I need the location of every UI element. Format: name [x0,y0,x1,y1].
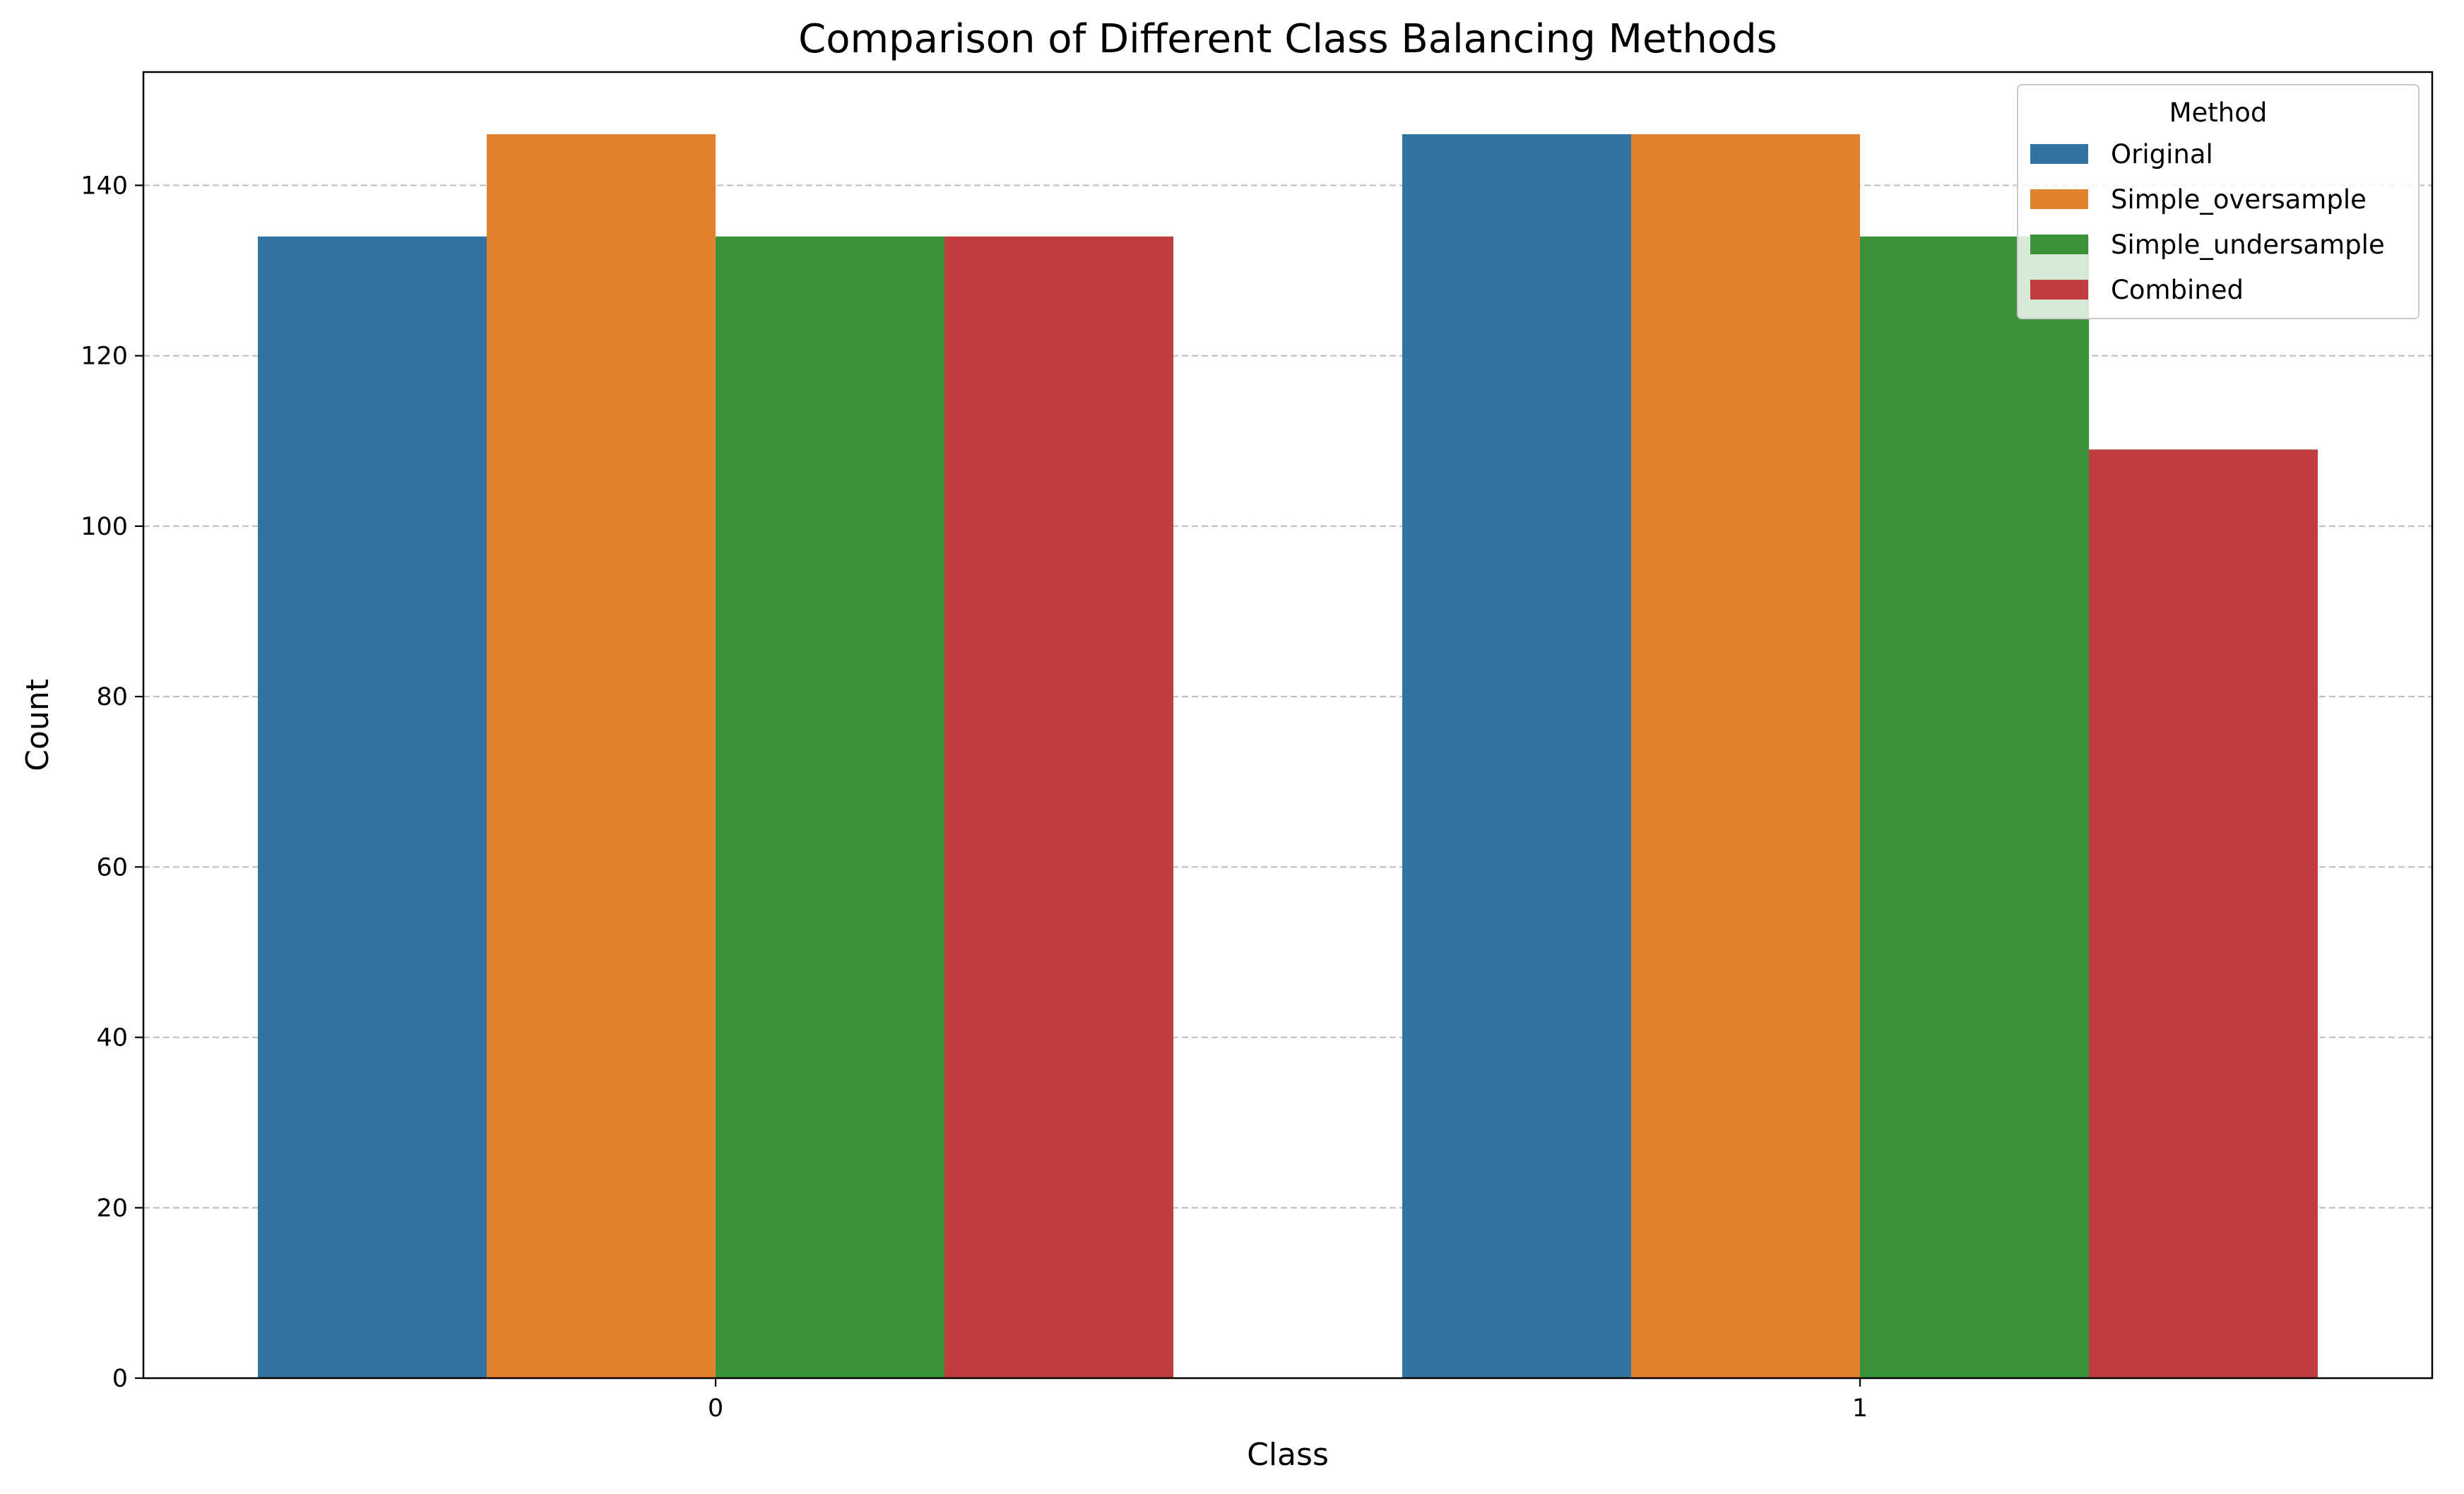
legend-label-combined: Combined [2111,275,2244,305]
bar-simple-undersample-class-1 [1860,236,2089,1378]
legend-box [2017,84,2419,319]
bar-simple-oversample-class-0 [487,134,716,1379]
y-tick-label: 0 [112,1365,128,1393]
legend: Method Original Simple_oversample Simple_un… [2017,84,2419,319]
legend-swatch-simple-undersample [2030,235,2088,254]
legend-swatch-combined [2030,280,2088,300]
y-tick-label: 40 [96,1024,128,1053]
y-tick-label: 80 [96,683,128,711]
bar-combined-class-0 [944,236,1173,1378]
y-axis-label: Count [20,679,56,771]
y-tick-label: 100 [81,513,128,541]
legend-label-simple-undersample: Simple_undersample [2111,230,2385,260]
x-tick-label: 0 [708,1394,723,1423]
y-tick-label: 120 [81,343,128,371]
bar-simple-oversample-class-1 [1631,134,1860,1379]
y-tick-label: 140 [81,172,128,200]
bars [258,134,2318,1379]
legend-swatch-original [2030,144,2088,164]
chart-title: Comparison of Different Class Balancing … [798,16,1777,62]
x-tick-label: 1 [1852,1394,1868,1423]
plot-frame [142,71,2434,1380]
bar-original-class-0 [258,236,487,1378]
legend-swatch-simple-oversample [2030,189,2088,209]
legend-title: Method [2169,97,2268,128]
axis-ticks: 0 20 40 60 80 100 120 140 0 1 [81,172,1868,1423]
legend-label-original: Original [2111,139,2213,170]
legend-label-simple-oversample: Simple_oversample [2111,184,2367,215]
bar-simple-undersample-class-0 [716,236,944,1378]
bar-combined-class-1 [2089,449,2318,1378]
x-axis-label: Class [1247,1437,1329,1473]
y-tick-label: 20 [96,1194,128,1223]
bar-original-class-1 [1402,134,1631,1379]
y-tick-label: 60 [96,853,128,882]
